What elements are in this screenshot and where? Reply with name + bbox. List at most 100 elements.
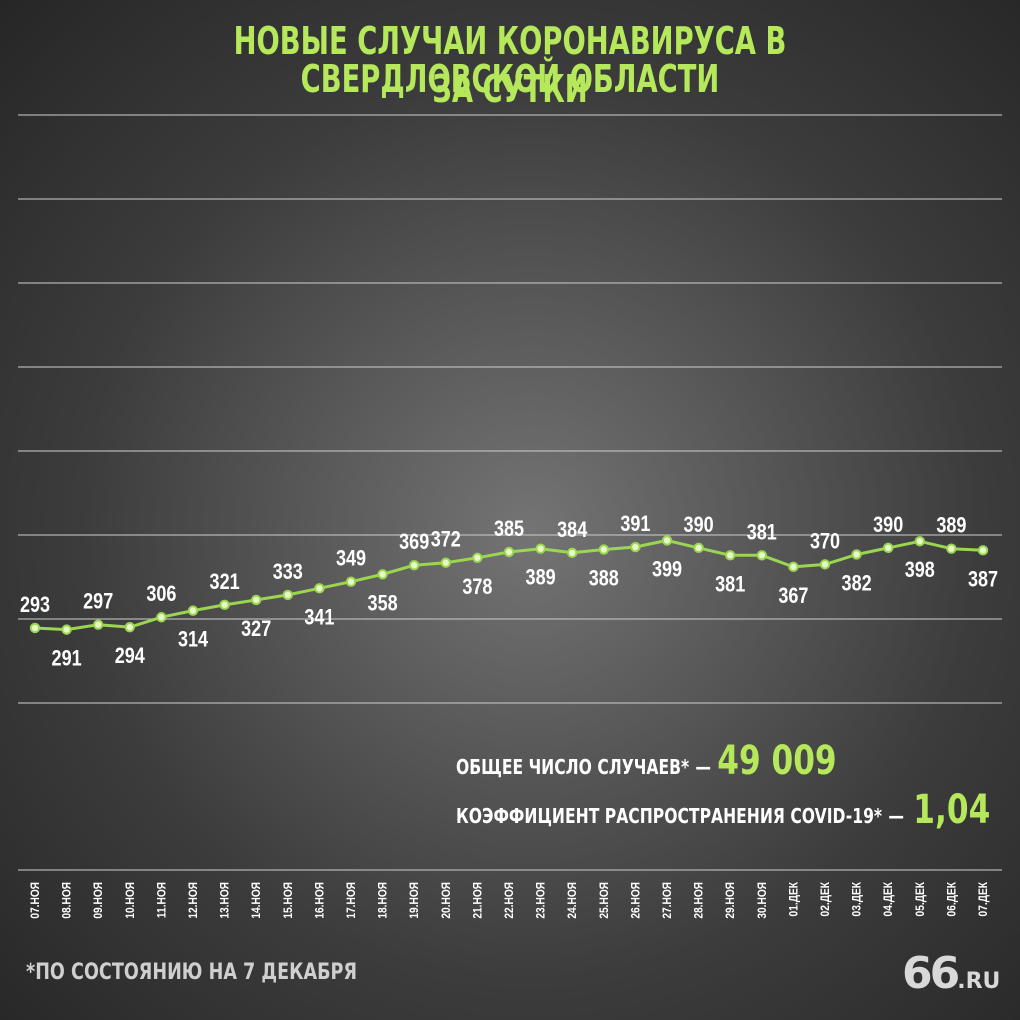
total-cases-label: ОБЩЕЕ ЧИСЛО СЛУЧАЕВ* — [456, 755, 690, 779]
total-cases-stat: ОБЩЕЕ ЧИСЛО СЛУЧАЕВ* —49 009 — [456, 738, 837, 784]
x-tick-label-16: 23.НОЯ — [535, 882, 548, 919]
data-point-23 — [756, 550, 767, 561]
r-factor-dash: — — [888, 804, 904, 828]
x-tick-label-7: 14.НОЯ — [251, 882, 264, 919]
x-tick-label-29: 06.ДЕК — [946, 882, 959, 917]
data-point-15 — [503, 546, 515, 558]
x-tick-label-6: 13.НОЯ — [219, 882, 232, 919]
x-tick-label-0: 07.НОЯ — [29, 882, 42, 919]
data-label-26: 382 — [842, 572, 872, 596]
data-label-18: 388 — [589, 567, 619, 591]
data-point-18 — [598, 544, 609, 555]
data-label-20: 399 — [652, 558, 682, 582]
x-tick-label-17: 24.НОЯ — [567, 882, 580, 919]
data-point-12 — [409, 560, 420, 571]
x-tick-label-20: 27.НОЯ — [661, 882, 674, 919]
data-point-5 — [187, 605, 199, 616]
data-label-24: 367 — [778, 584, 808, 608]
data-point-2 — [93, 619, 104, 630]
data-point-1 — [61, 624, 72, 635]
x-tick-label-26: 03.ДЕК — [851, 882, 864, 917]
footnote: *ПО СОСТОЯНИЮ НА 7 ДЕКАБРЯ — [26, 960, 358, 985]
data-point-24 — [788, 561, 799, 573]
data-point-27 — [883, 542, 894, 554]
x-tick-label-11: 18.НОЯ — [377, 882, 390, 919]
data-label-16: 389 — [526, 566, 556, 590]
data-point-11 — [377, 569, 388, 580]
data-label-2: 297 — [83, 590, 113, 614]
x-tick-label-9: 16.НОЯ — [314, 882, 327, 919]
total-cases-dash: — — [695, 755, 711, 779]
data-point-30 — [977, 545, 989, 556]
data-point-3 — [124, 621, 136, 633]
data-label-29: 389 — [936, 514, 966, 538]
data-point-20 — [661, 535, 673, 546]
data-point-6 — [219, 599, 230, 611]
x-tick-label-27: 04.ДЕК — [883, 882, 896, 917]
x-tick-label-21: 28.НОЯ — [693, 882, 706, 919]
logo-domain: .RU — [957, 969, 1001, 994]
data-point-26 — [851, 549, 862, 560]
x-tick-label-28: 05.ДЕК — [914, 882, 927, 917]
data-label-9: 341 — [304, 606, 334, 630]
data-label-6: 321 — [210, 570, 240, 594]
data-label-15: 385 — [494, 517, 524, 541]
chart-title-line-2: ЗА СУТКИ — [432, 67, 588, 111]
x-tick-label-25: 02.ДЕК — [819, 882, 832, 917]
x-tick-label-14: 21.НОЯ — [472, 882, 485, 919]
data-label-5: 314 — [178, 628, 209, 652]
data-point-10 — [345, 576, 357, 587]
data-label-1: 291 — [52, 647, 82, 671]
data-label-8: 333 — [273, 560, 303, 584]
data-point-19 — [630, 541, 641, 553]
data-label-21: 390 — [684, 513, 714, 537]
data-label-13: 372 — [431, 528, 461, 552]
data-point-0 — [29, 622, 41, 634]
data-label-28: 398 — [905, 559, 935, 583]
data-point-13 — [440, 557, 451, 568]
data-point-7 — [251, 594, 262, 606]
x-tick-label-18: 25.НОЯ — [598, 882, 611, 919]
data-label-30: 387 — [968, 568, 998, 592]
data-label-7: 327 — [241, 617, 271, 641]
data-point-8 — [282, 589, 293, 601]
data-point-28 — [914, 536, 925, 547]
x-tick-label-19: 26.НОЯ — [630, 882, 643, 919]
r-factor-stat: КОЭФФИЦИЕНТ РАСПРОСТРАНЕНИЯ COVID-19* — 1,… — [456, 787, 990, 833]
data-point-21 — [693, 542, 704, 554]
x-tick-label-23: 30.НОЯ — [756, 882, 769, 919]
data-point-22 — [725, 550, 736, 561]
total-cases-value: 49 009 — [717, 738, 837, 784]
data-label-19: 391 — [620, 512, 650, 536]
data-point-17 — [567, 547, 578, 559]
r-factor-label: КОЭФФИЦИЕНТ РАСПРОСТРАНЕНИЯ COVID-19* — [456, 804, 883, 828]
x-tick-label-10: 17.НОЯ — [345, 882, 358, 919]
data-point-4 — [156, 612, 167, 623]
data-label-3: 294 — [115, 645, 146, 669]
data-label-23: 381 — [747, 521, 777, 545]
x-tick-label-3: 10.НОЯ — [124, 882, 137, 919]
x-tick-label-13: 20.НОЯ — [440, 882, 453, 919]
x-tick-label-12: 19.НОЯ — [409, 882, 422, 919]
x-tick-label-15: 22.НОЯ — [503, 882, 516, 919]
data-label-12: 369 — [399, 531, 429, 555]
data-point-29 — [946, 543, 957, 554]
x-tick-label-30: 07.ДЕК — [977, 882, 990, 917]
x-tick-label-22: 29.НОЯ — [725, 882, 738, 919]
x-tick-label-1: 08.НОЯ — [61, 882, 74, 919]
x-tick-label-24: 01.ДЕК — [788, 882, 801, 917]
data-label-17: 384 — [557, 518, 588, 542]
site-logo: 66.RU — [902, 948, 1000, 999]
logo-number: 66 — [902, 948, 960, 999]
data-label-11: 358 — [368, 592, 398, 616]
data-label-14: 378 — [462, 575, 492, 599]
data-label-0: 293 — [20, 593, 50, 617]
data-point-14 — [472, 552, 483, 563]
data-point-9 — [314, 583, 325, 594]
chart-title-line-1: НОВЫЕ СЛУЧАИ КОРОНАВИРУСА В СВЕРДЛОВСКОЙ… — [233, 19, 787, 101]
x-tick-label-8: 15.НОЯ — [282, 882, 295, 919]
data-label-25: 370 — [810, 530, 840, 554]
data-point-25 — [819, 559, 831, 570]
x-tick-label-2: 09.НОЯ — [93, 882, 106, 919]
